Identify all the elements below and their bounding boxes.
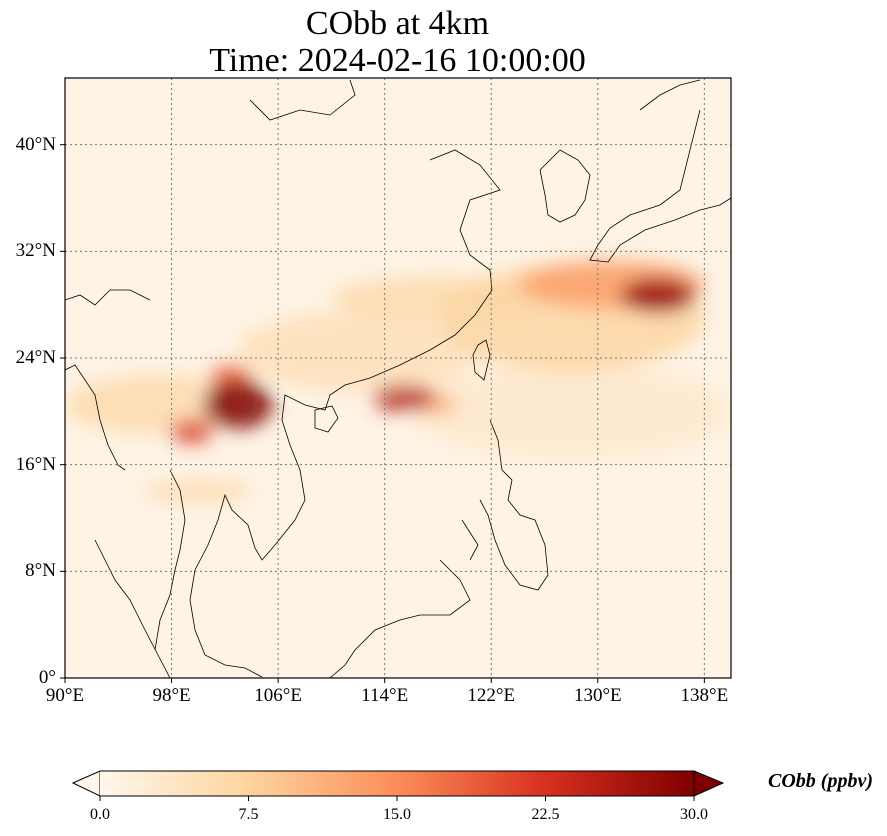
coastline-west [65,289,151,471]
plume-myanmar-border [170,419,213,444]
y-tick-label: 8°N [25,560,56,582]
plume-band-central [238,311,478,392]
colorbar-label: CObb (ppbv) [768,770,873,792]
plume-pacific-core [620,278,696,313]
coastlines [65,79,731,678]
tick-marks [60,144,705,683]
plume-thailand-south [144,480,252,503]
coastline-philippines [461,419,549,591]
plume-philippine-sea [411,364,731,459]
colorbar-max-extension [693,770,725,797]
coastline-hainan [314,405,339,433]
x-tick-label: 122°E [467,685,516,706]
coastline-taiwan [472,339,491,381]
colorbar-tick: 30.0 [680,806,708,823]
plume-south-china-sea-spot [372,384,437,412]
colorbar-tick: 0.0 [90,806,110,823]
colorbar-min-extension [71,770,101,797]
colorbar-tick: 22.5 [531,806,560,823]
x-tick-label: 114°E [361,685,409,706]
y-tick-label: 24°N [15,347,56,368]
plume-band-west [65,375,252,434]
map-time: Time: 2024-02-16 10:00:00 [209,42,586,79]
y-tick-label: 0° [38,667,56,688]
y-tick-label: 16°N [15,453,56,475]
graticule [65,78,731,678]
colorbar-ramp [100,771,694,796]
coastline-japan [589,79,731,263]
colorbar [71,770,725,801]
x-tick-label: 130°E [573,685,622,706]
colorbar-tick: 15.0 [383,806,411,823]
x-tick-label: 90°E [45,685,85,706]
map-title: CObb at 4km [305,5,490,42]
coastline-mainland [189,79,501,678]
x-tick-label: 138°E [680,685,729,706]
plume-southeast-asia-core [203,380,273,429]
plot-frame [64,77,732,679]
coastline-korea [539,149,591,223]
colorbar-tick: 7.5 [238,806,259,823]
y-tick-label: 40°N [15,133,56,155]
y-tick-label: 32°N [15,240,56,262]
x-tick-label: 98°E [152,685,191,706]
x-tick-label: 106°E [254,685,302,706]
coastline-borneo [329,559,471,678]
coastline-peninsula [94,469,186,678]
